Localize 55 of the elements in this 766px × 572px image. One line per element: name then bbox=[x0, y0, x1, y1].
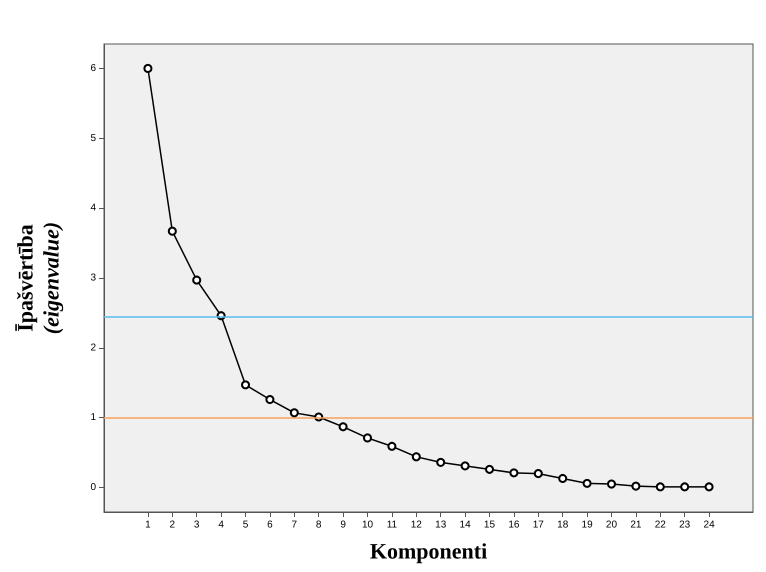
x-tick-label: 1 bbox=[145, 520, 152, 530]
point bbox=[509, 468, 518, 478]
x-tick-label: 2 bbox=[170, 520, 176, 530]
y-tick-label: 5 bbox=[90, 132, 96, 144]
x-axis-title: Komponenti bbox=[370, 538, 488, 564]
point bbox=[168, 226, 177, 236]
x-tick-label: 20 bbox=[606, 520, 618, 530]
point bbox=[338, 422, 348, 432]
x-tick-label: 17 bbox=[532, 520, 544, 530]
x-tick-label: 15 bbox=[484, 520, 496, 530]
x-tick-label: 3 bbox=[194, 520, 200, 530]
x-tick-label: 8 bbox=[316, 520, 322, 530]
x-tick-label: 21 bbox=[630, 520, 642, 530]
x-tick-label: 9 bbox=[340, 520, 346, 530]
point bbox=[436, 458, 446, 467]
x-tick-label: 19 bbox=[582, 520, 594, 530]
point bbox=[606, 480, 616, 489]
point bbox=[143, 64, 152, 73]
point bbox=[363, 433, 372, 442]
point bbox=[656, 482, 665, 492]
x-tick-label: 18 bbox=[557, 520, 569, 530]
x-tick-label: 14 bbox=[460, 520, 472, 530]
x-tick-label: 10 bbox=[362, 520, 374, 530]
y-tick-label: 4 bbox=[90, 202, 96, 214]
point bbox=[582, 478, 592, 488]
point bbox=[680, 482, 690, 492]
x-tick-label: 24 bbox=[704, 520, 716, 530]
x-tick-label: 4 bbox=[218, 520, 224, 530]
y-tick-label: 0 bbox=[90, 482, 96, 494]
point bbox=[460, 461, 470, 470]
point bbox=[534, 469, 543, 478]
x-tick-label: 13 bbox=[435, 520, 447, 530]
x-tick-label: 6 bbox=[267, 520, 274, 530]
point bbox=[558, 474, 568, 483]
y-tick-label: 2 bbox=[90, 342, 96, 354]
point bbox=[241, 380, 250, 390]
x-tick-label: 7 bbox=[292, 520, 298, 530]
y-tick-label: 1 bbox=[90, 412, 96, 424]
point bbox=[387, 442, 396, 451]
point bbox=[412, 452, 421, 462]
x-tick-label: 5 bbox=[242, 520, 249, 530]
point bbox=[704, 482, 714, 492]
x-tick-label: 22 bbox=[654, 520, 666, 530]
point bbox=[485, 464, 494, 474]
y-tick-label: 3 bbox=[90, 272, 96, 284]
y-tick-label: 6 bbox=[90, 62, 96, 74]
point bbox=[192, 276, 202, 285]
x-tick-label: 23 bbox=[679, 520, 691, 530]
point bbox=[631, 482, 640, 491]
point bbox=[290, 408, 299, 418]
x-tick-label: 12 bbox=[410, 520, 422, 530]
y-axis-title: Īpašvērtība (eigenvalue) bbox=[12, 222, 64, 334]
x-tick-label: 11 bbox=[386, 520, 398, 530]
point bbox=[265, 395, 274, 404]
x-tick-label: 16 bbox=[508, 520, 520, 530]
